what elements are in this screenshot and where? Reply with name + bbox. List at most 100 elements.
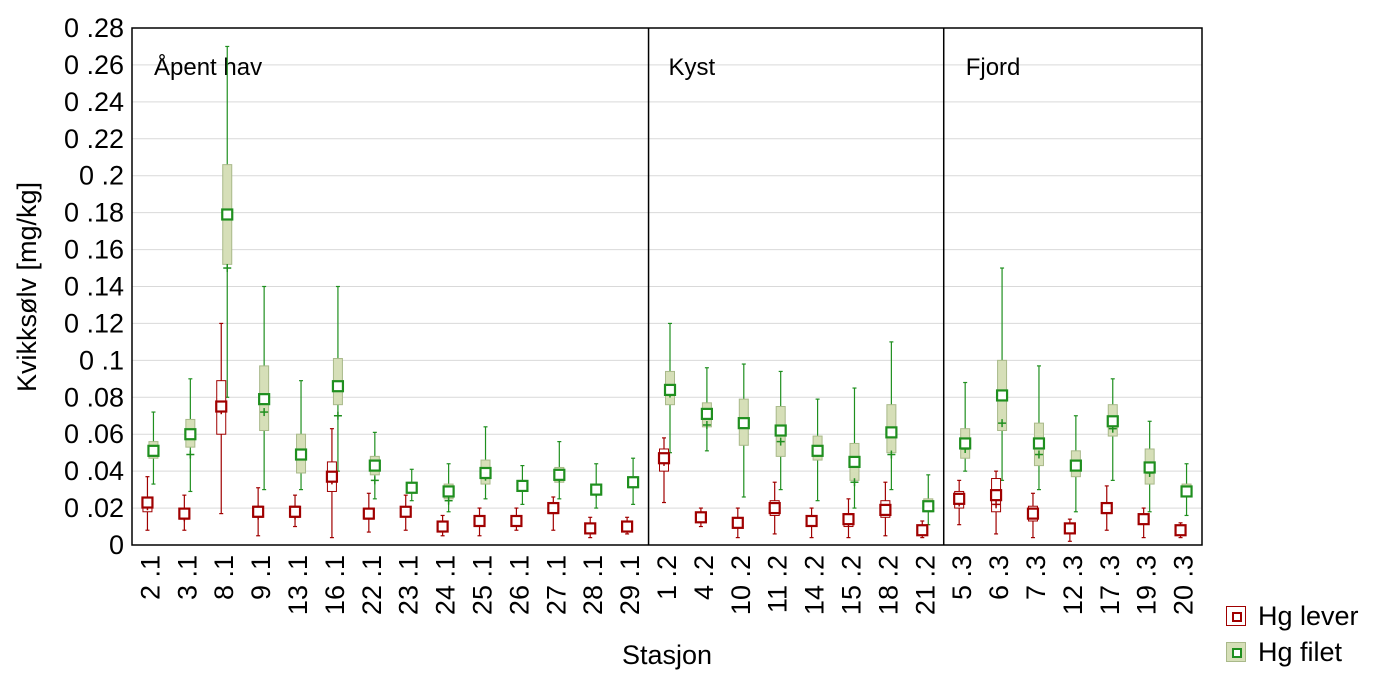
x-tick-label: 1 .2 — [652, 555, 682, 600]
legend-item-hg-filet: Hg filet — [1226, 634, 1359, 670]
box-plots — [141, 45, 1193, 542]
mean-marker — [885, 426, 898, 439]
box-hg-lever — [215, 322, 228, 515]
box-hg-lever — [473, 507, 486, 537]
mean-marker — [916, 524, 929, 537]
box-hg-filet — [848, 387, 861, 509]
mean-marker — [953, 492, 966, 505]
mean-marker — [774, 424, 787, 437]
legend-swatch-hg-filet — [1226, 642, 1246, 662]
mean-marker — [811, 444, 824, 457]
mean-marker — [1180, 485, 1193, 498]
mean-marker — [516, 479, 529, 493]
mean-marker — [737, 417, 750, 430]
mean-marker — [989, 489, 1003, 502]
box-hg-lever — [252, 487, 265, 537]
mean-marker — [510, 514, 523, 528]
y-tick-label: 0 .16 — [64, 235, 124, 265]
x-tick-label: 16 .1 — [320, 555, 350, 615]
mean-marker — [627, 476, 640, 489]
mean-marker — [694, 511, 707, 524]
mean-marker — [879, 503, 892, 517]
x-tick-label: 3 .1 — [172, 555, 202, 600]
mean-marker — [1063, 522, 1076, 535]
box-hg-filet — [294, 380, 308, 491]
x-tick-label: 10 .2 — [726, 555, 756, 615]
mean-marker — [959, 437, 972, 450]
x-tick-label: 26 .1 — [504, 555, 534, 615]
mean-marker — [252, 505, 265, 518]
box-hg-lever — [1174, 522, 1187, 539]
x-tick-label: 18 .2 — [873, 555, 903, 615]
box-hg-lever — [1137, 507, 1150, 539]
mean-marker — [657, 452, 671, 465]
box-hg-lever — [436, 514, 449, 537]
mean-marker — [147, 444, 160, 457]
legend-label-hg-filet: Hg filet — [1258, 636, 1343, 667]
x-tick-label: 17 .3 — [1095, 555, 1125, 615]
x-tick-label: 27 .1 — [541, 555, 571, 615]
y-tick-label: 0 .18 — [64, 198, 124, 228]
box-hg-filet — [885, 341, 898, 491]
panel-labels: Åpent hav Kyst Fjord — [154, 53, 1020, 81]
box-hg-lever — [178, 494, 191, 531]
box-hg-filet — [1069, 415, 1082, 513]
x-tick-label: 11 .2 — [763, 555, 793, 613]
box-hg-filet — [442, 463, 455, 513]
y-tick-label: 0 .22 — [64, 124, 124, 154]
y-tick-label: 0 .24 — [64, 87, 124, 117]
box-hg-filet — [368, 431, 381, 500]
box-hg-filet — [663, 322, 677, 454]
box-hg-filet — [1180, 463, 1193, 517]
box-hg-lever — [1063, 518, 1076, 542]
mean-marker — [805, 514, 818, 528]
box-hg-filet — [995, 267, 1009, 481]
mean-marker — [768, 501, 781, 515]
y-tick-label: 0 — [109, 530, 124, 560]
mean-marker — [842, 513, 855, 526]
box-hg-lever — [621, 516, 634, 535]
mean-marker — [294, 448, 308, 461]
box-hg-lever — [1026, 492, 1040, 539]
plot-frame — [131, 27, 1203, 546]
mean-marker — [368, 459, 381, 472]
x-tick-label: 13 .1 — [283, 555, 313, 615]
mean-marker — [215, 400, 228, 413]
box-hg-filet — [479, 426, 492, 500]
box-hg-filet — [184, 378, 197, 493]
mean-marker — [1137, 513, 1150, 526]
box-hg-lever — [989, 470, 1003, 535]
mean-marker — [141, 496, 154, 509]
legend-label-hg-lever: Hg lever — [1258, 600, 1359, 631]
mean-marker — [473, 514, 486, 528]
mean-marker — [731, 516, 744, 529]
box-hg-filet — [405, 468, 418, 502]
box-hg-lever — [694, 507, 707, 528]
x-tick-label: 24 .1 — [431, 555, 461, 615]
y-tick-label: 0 .2 — [79, 161, 124, 191]
box-hg-lever — [288, 494, 302, 528]
y-tick-label: 0 .06 — [64, 419, 124, 449]
box-hg-lever — [768, 481, 781, 535]
mean-marker — [331, 380, 345, 393]
box-hg-lever — [584, 516, 597, 539]
x-tick-label: 14 .2 — [800, 555, 830, 615]
box-hg-filet — [1032, 365, 1046, 491]
box-hg-filet — [737, 363, 750, 498]
mean-marker — [995, 389, 1009, 402]
box-hg-filet — [1106, 378, 1119, 481]
panel-label: Fjord — [966, 54, 1021, 81]
box-hg-filet — [700, 367, 713, 452]
mean-marker — [288, 505, 302, 518]
mean-marker — [362, 507, 375, 520]
mean-marker — [1174, 524, 1187, 537]
mean-marker — [178, 507, 191, 520]
mean-marker — [184, 428, 197, 441]
mean-marker — [700, 407, 713, 421]
mean-marker — [1032, 437, 1046, 450]
mean-marker — [621, 520, 634, 533]
box-hg-filet — [811, 398, 824, 502]
y-tick-label: 0 .26 — [64, 50, 124, 80]
box-hg-filet — [959, 381, 972, 472]
